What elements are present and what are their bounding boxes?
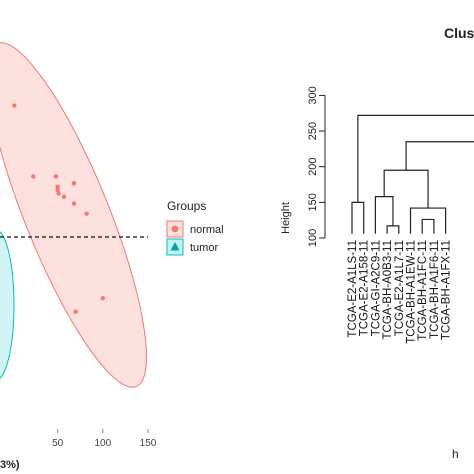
- normal-point: [61, 194, 67, 199]
- normal-point: [53, 174, 59, 179]
- legend-marker-normal: [171, 225, 179, 233]
- leaf-label: TCGA-BH-A0B3-11: [382, 240, 394, 339]
- x-axis-label: 3%): [0, 459, 20, 471]
- dendrogram-branch: [357, 114, 474, 203]
- pca-panel: 50 100 150 3%): [0, 42, 157, 471]
- normal-point: [73, 309, 78, 314]
- leaf-label: TCGA-E2-A158-11: [359, 240, 371, 336]
- y-tick-label: 300: [307, 86, 319, 104]
- dendrogram-title: Clus: [444, 25, 474, 41]
- dendrogram-branch: [421, 218, 435, 234]
- y-tick-label: 250: [307, 122, 319, 140]
- normal-point: [71, 181, 77, 186]
- legend-label-normal: normal: [190, 224, 224, 236]
- leaf-label: TCGA-BH-A1EW-11: [406, 240, 418, 344]
- leaf-label: TCGA-GI-A2C9-11: [370, 240, 382, 336]
- dendrogram-branch: [409, 207, 447, 234]
- x-axis-label-dendrogram: h: [452, 447, 459, 461]
- normal-point: [84, 211, 89, 216]
- y-tick-label: 150: [307, 193, 319, 211]
- dendrogram-branch: [386, 225, 400, 234]
- x-tick-label: 100: [94, 438, 111, 449]
- normal-point: [12, 103, 17, 108]
- normal-point: [31, 174, 36, 179]
- legend: Groups normal tumor: [166, 199, 224, 256]
- x-tick-label: 150: [140, 438, 157, 449]
- normal-point: [100, 295, 106, 301]
- leaf-label: TCGA-E2-A1LS-11: [347, 240, 359, 338]
- normal-confidence-ellipse: [0, 42, 147, 388]
- leaf-label: TCGA-BH-A1FC-11: [417, 240, 429, 341]
- y-axis-label: Height: [280, 202, 292, 234]
- leaf-label: TCGA-BH-A1F6-11: [429, 240, 441, 339]
- normal-point: [56, 191, 61, 196]
- normal-point: [55, 187, 60, 193]
- tumor-confidence-ellipse: [0, 231, 15, 379]
- normal-point: [55, 184, 60, 189]
- dendrogram-branch: [383, 169, 429, 209]
- legend-title: Groups: [167, 199, 206, 213]
- dendrogram-branch: [351, 201, 365, 234]
- normal-point: [71, 201, 77, 206]
- y-tick-label: 200: [307, 158, 319, 176]
- leaf-label: TCGA-E2-A1L7-11: [394, 240, 406, 336]
- dendrogram-panel: Clus Height h 100 150 200 250 300 TCGA-E2-A1…: [280, 25, 474, 461]
- x-tick-label: 50: [52, 438, 64, 449]
- y-tick-label: 100: [307, 229, 319, 247]
- dendrogram-branch: [405, 141, 474, 171]
- leaf-label: TCGA-BH-A1FX-11: [441, 240, 453, 340]
- legend-marker-tumor: [170, 242, 180, 251]
- dendrogram-branch: [374, 196, 394, 234]
- legend-label-tumor: tumor: [190, 242, 218, 254]
